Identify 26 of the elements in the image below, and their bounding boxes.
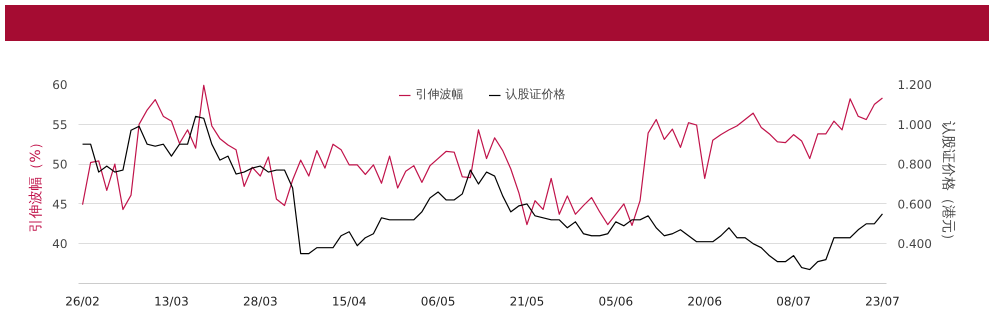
- y-tick-label: 60: [52, 78, 68, 92]
- x-tick-label: 15/04: [332, 294, 366, 308]
- x-tick-label: 23/07: [865, 294, 900, 308]
- line-series: [82, 84, 884, 226]
- y2-tick-label: 1.000: [898, 118, 932, 132]
- y-tick-label: 50: [52, 158, 68, 172]
- x-tick-label: 13/03: [154, 294, 189, 308]
- x-tick-label: 06/05: [420, 294, 456, 308]
- y2-axis-title: 认股证价格（港元）: [940, 121, 956, 247]
- legend-label: 引伸波幅: [416, 86, 464, 103]
- y-tick-label: 45: [52, 197, 68, 212]
- legend-label: 认股证价格: [506, 86, 566, 103]
- y2-tick-label: 1.200: [898, 78, 932, 92]
- y2-tick-label: 0.600: [898, 197, 932, 212]
- y2-tick-label: 0.800: [898, 158, 932, 172]
- x-tick-label: 20/06: [687, 294, 722, 308]
- y-tick-label: 55: [52, 118, 68, 132]
- x-tick-label: 08/07: [776, 294, 811, 308]
- x-tick-label: 28/03: [243, 294, 278, 308]
- y2-tick-label: 0.400: [898, 237, 932, 252]
- y-axis-title: 引伸波幅（%）: [28, 135, 44, 233]
- x-tick-label: 21/05: [510, 294, 544, 308]
- x-tick-label: 05/06: [598, 294, 634, 308]
- line-series: [82, 116, 884, 270]
- y-tick-label: 40: [52, 237, 68, 252]
- x-tick-label: 26/02: [65, 294, 100, 308]
